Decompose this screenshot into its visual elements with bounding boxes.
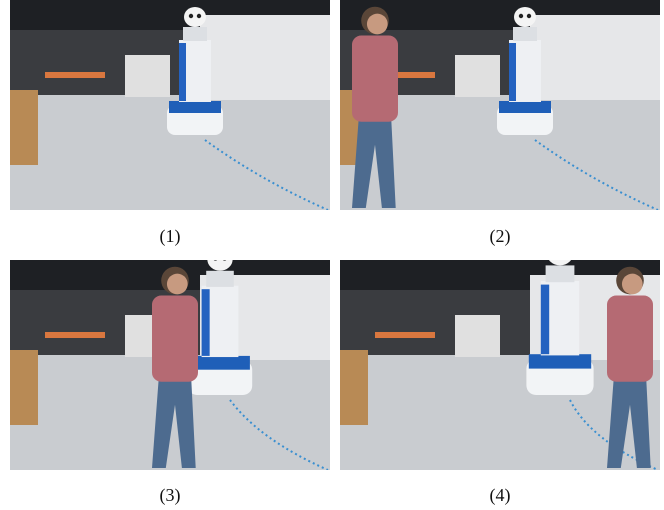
table — [375, 332, 435, 338]
robot-eye — [213, 260, 218, 261]
person-shirt — [152, 295, 198, 382]
floor — [340, 355, 660, 470]
person-legs — [607, 376, 651, 468]
robot-head — [514, 7, 536, 27]
cabinet — [455, 315, 500, 357]
cabinet — [125, 55, 170, 97]
person-legs — [152, 376, 196, 468]
robot-neck — [183, 27, 207, 41]
robot-eye — [222, 260, 227, 261]
caption: (2) — [489, 226, 511, 246]
caption: (1) — [159, 226, 181, 246]
robot-body-side — [509, 43, 516, 101]
table — [45, 72, 105, 78]
robot-eye — [526, 13, 532, 19]
robot-body-side — [540, 284, 550, 355]
caption: (3) — [159, 485, 181, 505]
cabinet — [455, 55, 500, 97]
table — [45, 332, 105, 338]
robot-base-band — [169, 101, 221, 113]
floor-path — [534, 139, 659, 210]
robot-neck — [206, 270, 234, 287]
person-legs — [352, 116, 396, 208]
table — [375, 72, 435, 78]
robot-base-band — [528, 354, 592, 369]
robot-base-band — [190, 355, 250, 370]
photo — [10, 0, 330, 210]
person-shirt — [607, 295, 653, 382]
robot-neck — [513, 27, 537, 41]
photo — [340, 0, 660, 210]
photo — [340, 260, 660, 470]
person-face — [366, 13, 388, 35]
robot-base-band — [499, 101, 551, 113]
robot-eye — [518, 13, 524, 19]
robot-eye — [188, 13, 194, 19]
caption: (4) — [489, 485, 511, 505]
robot-eye — [196, 13, 202, 19]
robot-neck — [545, 265, 575, 283]
person-face — [166, 273, 188, 295]
shelf — [10, 350, 38, 425]
floor-path — [229, 399, 329, 470]
robot-body-side — [201, 289, 210, 356]
robot-body-side — [179, 43, 186, 101]
shelf — [340, 350, 368, 425]
shelf — [10, 90, 38, 165]
wall-panel — [200, 15, 330, 100]
photo — [10, 260, 330, 470]
floor-path — [204, 139, 329, 210]
person-shirt — [352, 35, 398, 122]
wall-panel — [530, 15, 660, 100]
robot-head — [548, 260, 572, 266]
robot-head — [184, 7, 206, 27]
robot-head — [207, 260, 233, 271]
person-face — [621, 273, 643, 295]
